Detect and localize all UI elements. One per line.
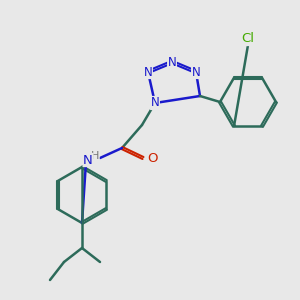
Text: N: N <box>144 65 152 79</box>
Text: N: N <box>83 154 93 166</box>
Text: O: O <box>148 152 158 164</box>
Text: N: N <box>151 97 159 110</box>
Text: N: N <box>192 65 200 79</box>
Text: H: H <box>91 151 99 161</box>
Text: N: N <box>168 56 176 68</box>
Text: Cl: Cl <box>242 32 254 46</box>
